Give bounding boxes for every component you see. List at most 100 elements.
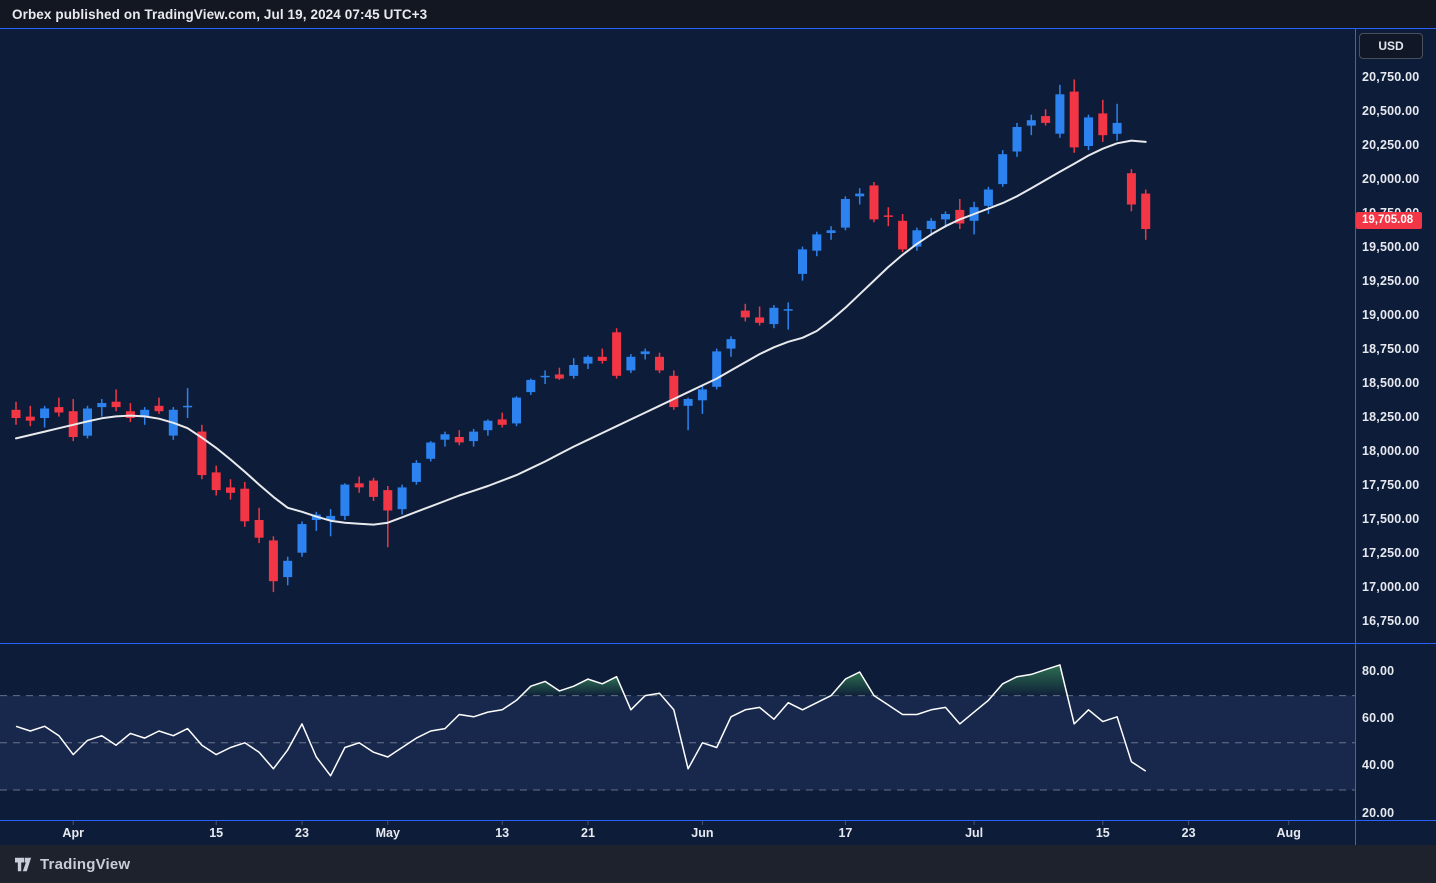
candle [1055, 84, 1065, 138]
last-price-value: 19,705.08 [1362, 213, 1414, 226]
candle [454, 430, 464, 446]
footer-bar: TradingView [0, 845, 1436, 883]
candle [1069, 79, 1079, 153]
candle [883, 207, 893, 227]
tradingview-logo-link[interactable]: TradingView [14, 856, 130, 873]
candle [1012, 122, 1022, 157]
price-tick-label: 19,500.00 [1362, 240, 1420, 254]
time-tick-label: 23 [295, 826, 309, 840]
candle [855, 188, 865, 205]
price-tick-label: 20,500.00 [1362, 104, 1420, 118]
candle [1141, 189, 1151, 240]
time-tick-label: 21 [581, 826, 595, 840]
candle [1026, 114, 1036, 136]
candle [740, 303, 750, 322]
candle [354, 476, 364, 493]
candle [68, 399, 78, 442]
rsi-band [0, 695, 1355, 791]
currency-button-label: USD [1378, 39, 1404, 53]
candle [941, 211, 950, 228]
price-tick-label: 19,250.00 [1362, 274, 1420, 288]
publish-text: Orbex published on TradingView.com, Jul … [12, 6, 428, 22]
candle [826, 226, 836, 240]
time-tick-label: Jun [691, 826, 714, 840]
price-tick-label: 18,500.00 [1362, 376, 1420, 390]
candle [297, 521, 307, 557]
time-tick-label: 15 [209, 826, 224, 840]
currency-button[interactable]: USD [1359, 33, 1423, 59]
rsi-tick-label: 40.00 [1362, 758, 1395, 773]
candle [655, 352, 664, 374]
time-tick-label: 23 [1181, 826, 1196, 840]
candle [812, 231, 822, 257]
publish-bar: Orbex published on TradingView.com, Jul … [0, 0, 1436, 29]
candle [483, 419, 493, 436]
candle [440, 431, 450, 447]
candle [755, 306, 765, 326]
candle [898, 214, 908, 253]
candle [712, 348, 722, 390]
candle [125, 403, 135, 423]
candles-layer [11, 79, 1151, 593]
candle [97, 399, 107, 417]
candle [612, 328, 622, 379]
candle [326, 509, 336, 537]
time-tick-label: Apr [62, 826, 84, 840]
candle [497, 412, 507, 428]
candle [726, 336, 736, 357]
candle [912, 227, 922, 251]
candle [426, 441, 436, 462]
candle [25, 405, 35, 427]
price-tick-label: 17,250.00 [1362, 546, 1420, 560]
tradingview-brand-text: TradingView [40, 855, 131, 873]
candle [783, 302, 793, 330]
price-tick-label: 18,000.00 [1362, 444, 1420, 458]
price-tick-label: 17,500.00 [1362, 512, 1420, 526]
time-axis-tick-marks [72, 821, 1290, 825]
candle [240, 481, 250, 527]
candle [540, 370, 550, 384]
candle [268, 536, 278, 593]
candle [1084, 114, 1093, 151]
candle [340, 483, 350, 520]
candle [597, 348, 607, 364]
price-tick-label: 17,000.00 [1362, 580, 1420, 594]
pane-separator[interactable] [0, 643, 1436, 644]
candle [1098, 99, 1108, 142]
candle [254, 507, 264, 544]
last-price-tag: 19,705.08 [1356, 211, 1422, 229]
candle [411, 460, 421, 485]
time-tick-label: 17 [838, 826, 853, 840]
price-tick-label: 20,000.00 [1362, 172, 1420, 186]
candle [197, 424, 207, 480]
price-tick-label: 16,750.00 [1362, 614, 1420, 628]
tradingview-icon [15, 857, 32, 871]
candle [469, 428, 479, 447]
candle [798, 246, 807, 281]
candle [211, 465, 221, 496]
price-tick-label: 20,250.00 [1362, 138, 1420, 152]
candle [640, 348, 650, 360]
candle [926, 218, 936, 236]
candle [183, 388, 193, 418]
candle [955, 199, 965, 229]
price-tick-label: 18,750.00 [1362, 342, 1420, 356]
time-tick-label: 15 [1095, 826, 1110, 840]
candle [11, 401, 21, 425]
candle [283, 556, 293, 586]
candle [1112, 103, 1122, 141]
time-axis-border [0, 820, 1436, 821]
time-tick-label: May [375, 826, 400, 840]
candle [1041, 109, 1051, 126]
candle [111, 389, 121, 412]
candle [40, 405, 50, 428]
price-axis-separator [1355, 29, 1356, 845]
candle [626, 354, 636, 374]
time-tick-label: 13 [495, 826, 510, 840]
price-tick-label: 19,000.00 [1362, 308, 1420, 322]
price-tick-label: 18,250.00 [1362, 410, 1420, 424]
candle [769, 305, 779, 329]
rsi-tick-label: 20.00 [1362, 805, 1395, 820]
time-tick-label: Jul [965, 826, 984, 840]
